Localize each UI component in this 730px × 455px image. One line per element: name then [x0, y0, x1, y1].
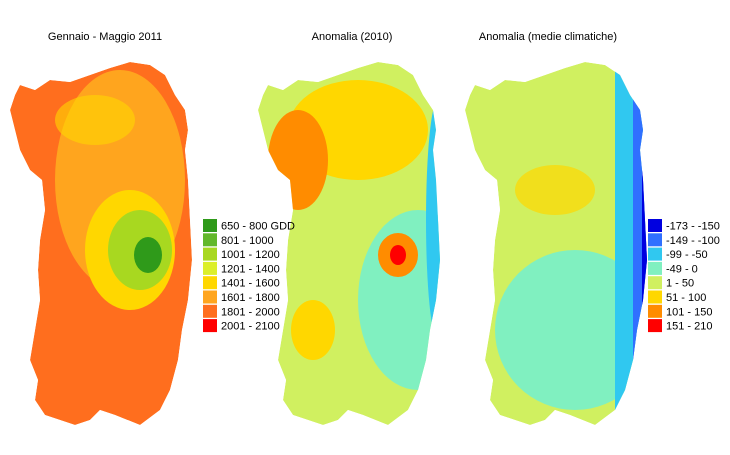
legend-label: 151 - 210	[666, 321, 712, 333]
legend-swatch	[648, 276, 662, 290]
legend-swatch	[203, 261, 217, 275]
legend-swatch	[203, 319, 217, 333]
legend-swatch	[648, 319, 662, 333]
legend-swatch	[203, 304, 217, 318]
legend-swatch	[648, 247, 662, 261]
legend-label: -149 - -100	[666, 235, 720, 247]
map-anomaly-2010	[258, 62, 440, 425]
legend-label: 1 - 50	[666, 278, 694, 290]
legend-swatch	[648, 304, 662, 318]
legend-label: -99 - -50	[666, 249, 708, 261]
legend-swatch	[203, 233, 217, 247]
legend-label: -173 - -150	[666, 221, 720, 233]
map-title: Gennaio - Maggio 2011	[48, 31, 162, 43]
legend-label: -49 - 0	[666, 263, 698, 275]
legend-swatch	[203, 276, 217, 290]
legend-swatch	[648, 261, 662, 275]
legend-label: 801 - 1000	[221, 235, 274, 247]
legend-swatch	[648, 233, 662, 247]
legend: 650 - 800 GDD 801 - 1000 1001 - 1200 1201 -…	[203, 219, 295, 333]
legend-label: 101 - 150	[666, 306, 712, 318]
legend-swatch	[648, 219, 662, 232]
legend-swatch	[203, 219, 217, 232]
legend-label: 1001 - 1200	[221, 249, 280, 261]
legend-swatch	[203, 290, 217, 304]
legend-swatch	[648, 290, 662, 304]
legend-label: 1801 - 2000	[221, 306, 280, 318]
map-title: Anomalia (2010)	[312, 31, 393, 43]
map-title: Anomalia (medie climatiche)	[479, 31, 617, 43]
map-gdd	[10, 62, 192, 425]
legend-label: 650 - 800 GDD	[221, 221, 295, 233]
legend: -173 - -150 -149 - -100 -99 - -50 -49 - 0 1 …	[648, 219, 720, 333]
legend-label: 1201 - 1400	[221, 263, 280, 275]
legend-swatch	[203, 247, 217, 261]
legend-label: 1401 - 1600	[221, 278, 280, 290]
legend-label: 1601 - 1800	[221, 292, 280, 304]
legend-label: 51 - 100	[666, 292, 706, 304]
legend-label: 2001 - 2100	[221, 321, 280, 333]
